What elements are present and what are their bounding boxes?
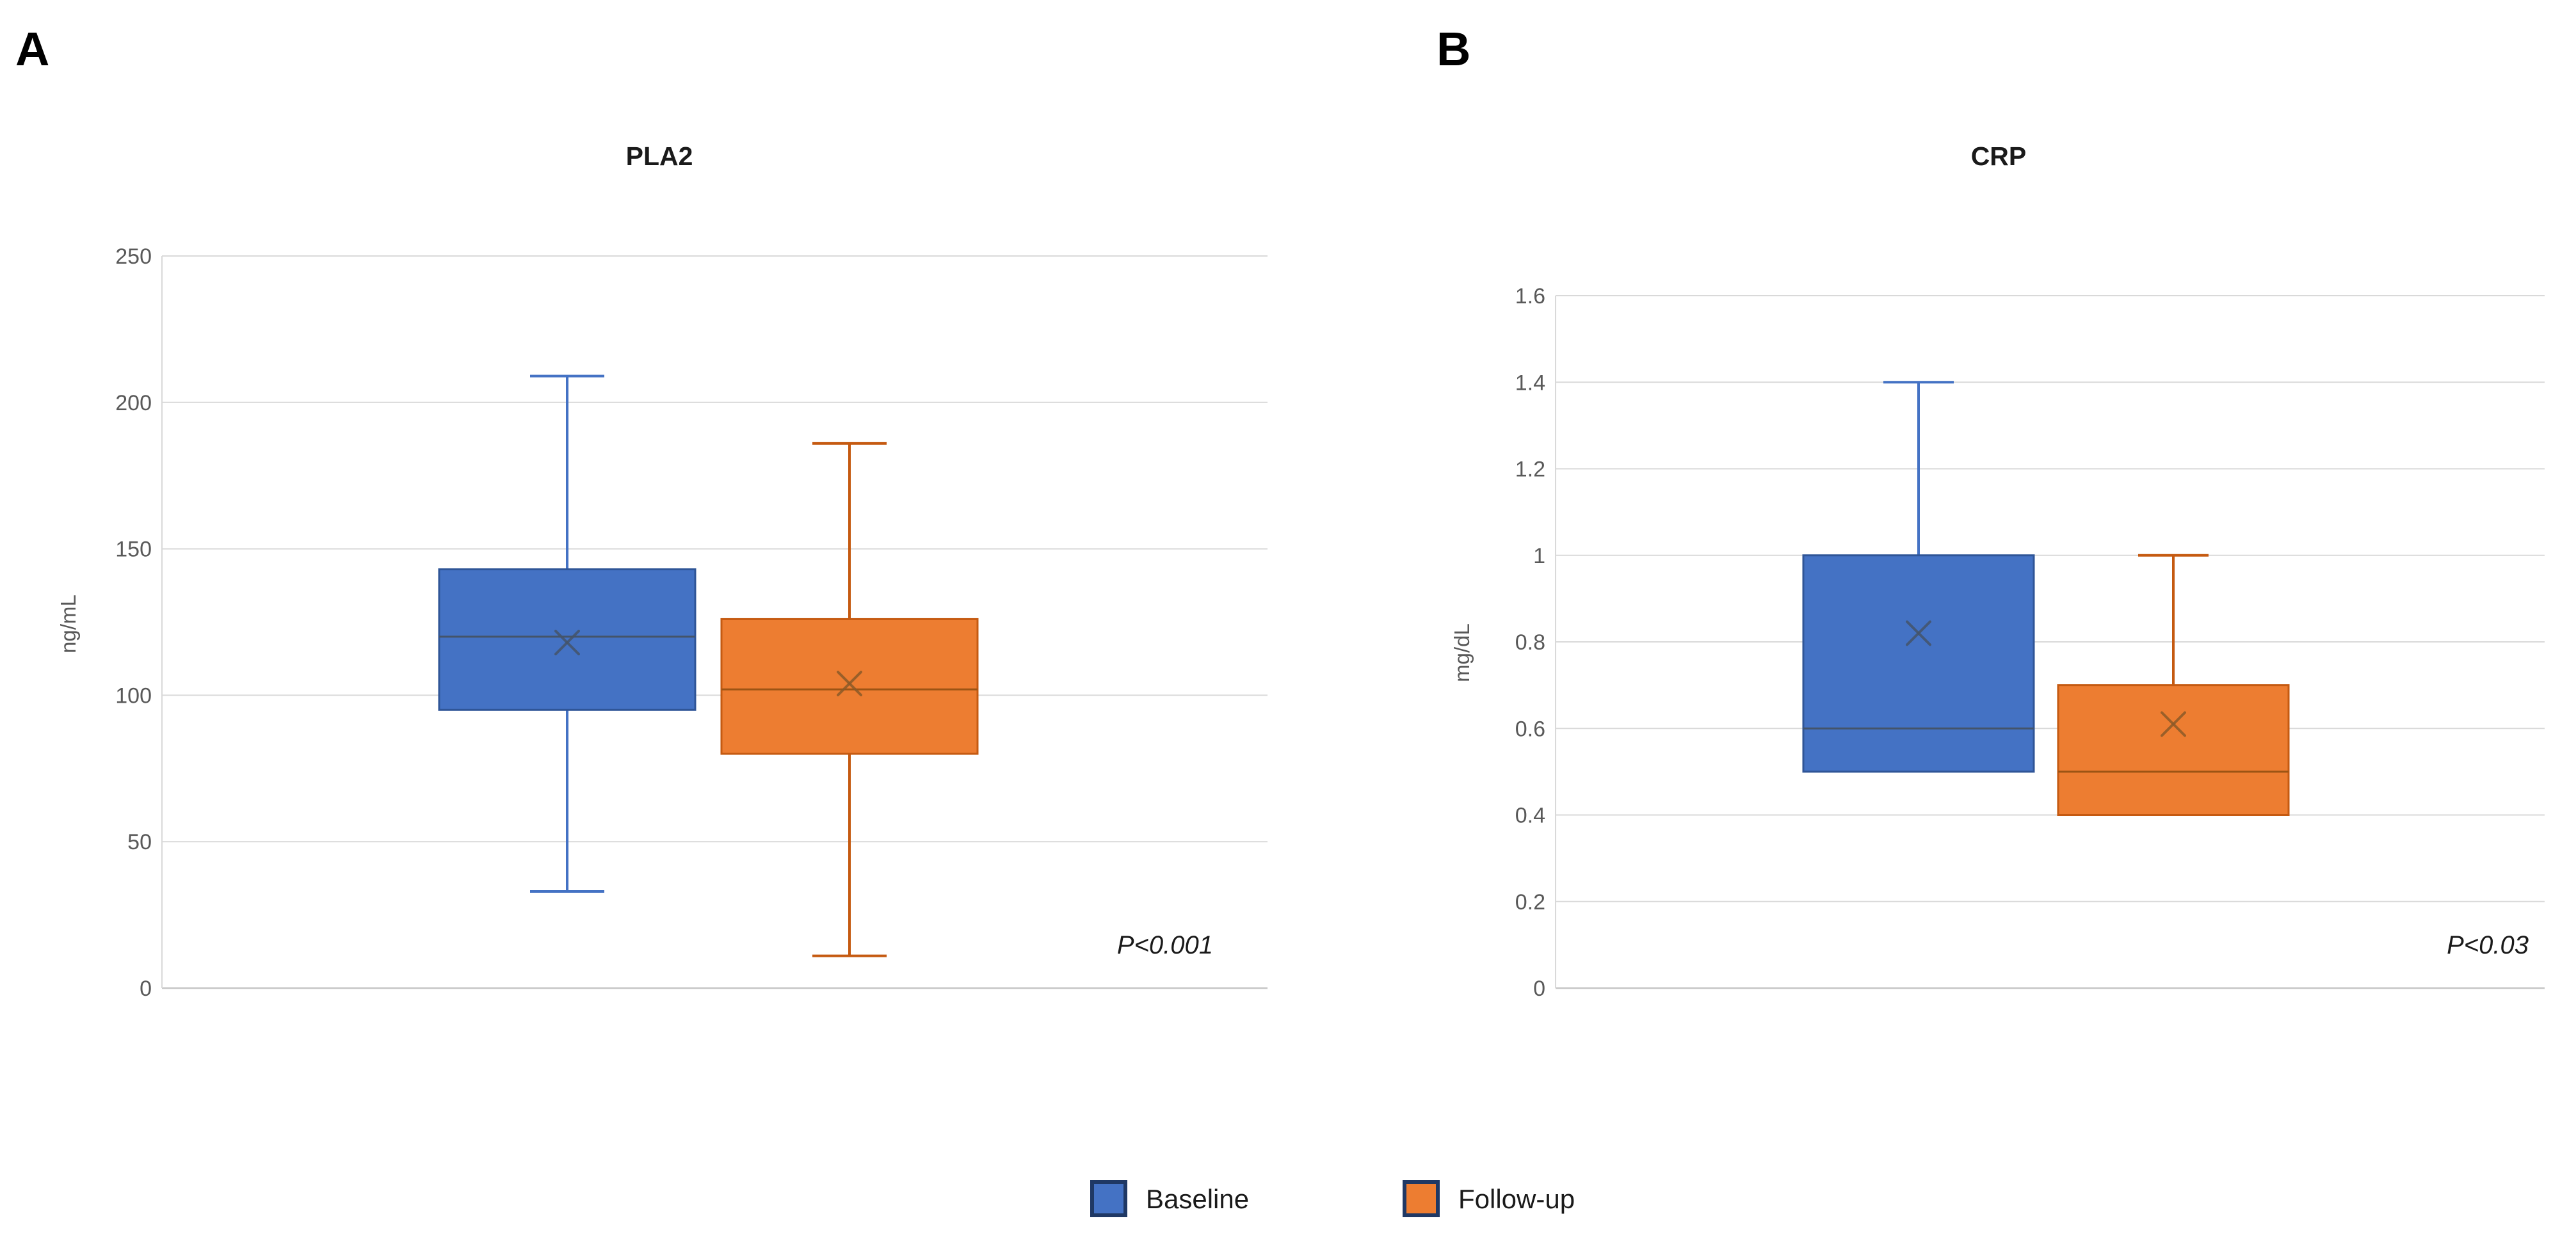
panel-a-p-value: P<0.001 xyxy=(1117,931,1213,959)
panel-b-y-tick-label: 1.2 xyxy=(1515,458,1545,482)
panel-a-y-tick-label: 200 xyxy=(115,391,152,415)
panel-a-y-tick-label: 250 xyxy=(115,244,152,269)
panel-b-baseline-box xyxy=(1802,554,2035,773)
panel-b-title: CRP xyxy=(1971,141,2027,171)
panel-b-y-tick-label: 0.2 xyxy=(1515,890,1545,915)
panel-b-y-tick-label: 0.6 xyxy=(1515,717,1545,741)
panel-a-letter: A xyxy=(15,22,49,76)
legend-swatch-follow-up xyxy=(1403,1180,1440,1217)
panel-a-y-tick-label: 150 xyxy=(115,538,152,562)
panel-b-y-tick-label: 0.4 xyxy=(1515,804,1545,828)
panel-a-y-tick-label: 100 xyxy=(115,683,152,708)
legend-label-follow-up: Follow-up xyxy=(1458,1184,1575,1214)
panel-b-y-tick-label: 1.6 xyxy=(1515,284,1545,308)
panel-b-baseline-mean-marker-x xyxy=(1906,620,1931,646)
panel-b-y-axis-label: mg/dL xyxy=(1450,623,1474,682)
panel-a-y-axis-label: ng/mL xyxy=(56,595,80,653)
panel-b-y-tick-label: 1 xyxy=(1533,544,1545,568)
panel-b-follow-up-mean-marker-x xyxy=(2161,711,2186,737)
panel-b-y-tick-label: 1.4 xyxy=(1515,371,1545,395)
panel-b-letter: B xyxy=(1437,22,1470,76)
panel-a-baseline-mean-marker-x xyxy=(554,630,580,656)
legend-label-baseline: Baseline xyxy=(1146,1184,1249,1214)
panel-a-title: PLA2 xyxy=(626,141,693,171)
panel-b-y-tick-label: 0 xyxy=(1533,977,1545,1001)
panel-a-y-tick-label: 50 xyxy=(127,830,152,854)
panel-a-follow-up-box xyxy=(720,618,979,755)
panel-a-y-tick-label: 0 xyxy=(140,977,152,1001)
panel-b-y-tick-label: 0.8 xyxy=(1515,630,1545,655)
panel-b-p-value: P<0.03 xyxy=(2447,931,2529,959)
panel-a-follow-up-mean-marker-x xyxy=(837,671,862,697)
legend-swatch-baseline xyxy=(1090,1180,1127,1217)
panel-b-follow-up-box xyxy=(2057,684,2290,816)
panel-a-baseline-box xyxy=(438,568,696,711)
